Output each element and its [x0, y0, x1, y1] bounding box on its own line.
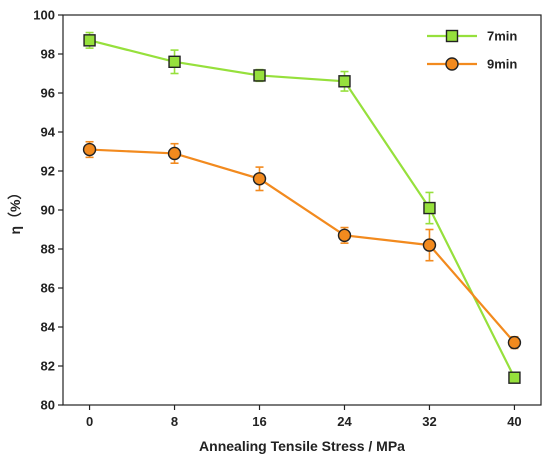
legend-label: 7min — [487, 29, 517, 44]
legend-marker-square — [445, 29, 459, 43]
y-axis-title: η（%） — [7, 186, 23, 235]
y-tick-label: 84 — [41, 320, 56, 335]
series-layer — [82, 31, 522, 384]
data-point — [82, 142, 97, 157]
y-tick-label: 96 — [41, 86, 55, 101]
y-tick-label: 90 — [41, 203, 55, 218]
y-tick-label: 86 — [41, 281, 55, 296]
x-axis-title: Annealing Tensile Stress / MPa — [199, 438, 405, 454]
data-point — [83, 34, 96, 47]
x-tick-label: 32 — [422, 414, 436, 429]
x-tick-label: 40 — [507, 414, 521, 429]
data-point — [167, 146, 182, 161]
legend-marker-circle — [445, 57, 459, 71]
y-tick-label: 94 — [41, 125, 56, 140]
data-point — [508, 371, 521, 384]
data-point — [252, 172, 267, 186]
x-tick-label: 0 — [86, 414, 93, 429]
data-point — [423, 201, 436, 215]
legend: 7min 9min — [427, 29, 517, 72]
series-line — [89, 148, 516, 344]
legend-item-0: 7min — [427, 29, 517, 44]
y-tick-label: 98 — [41, 47, 55, 62]
data-point — [168, 55, 181, 68]
series-1 — [82, 140, 522, 350]
x-tick-label: 24 — [337, 414, 352, 429]
y-tick-label: 80 — [41, 398, 55, 413]
data-point — [337, 228, 352, 243]
y-tick-label: 100 — [33, 8, 55, 23]
data-point — [338, 75, 351, 88]
x-tick-label: 8 — [171, 414, 178, 429]
axes-layer: 0 8 16 24 32 40 80 82 84 86 88 90 92 94 96 98 100 — [33, 8, 521, 430]
y-tick-label: 88 — [41, 242, 55, 257]
series-0 — [83, 31, 521, 384]
x-tick-label: 16 — [252, 414, 266, 429]
data-point — [507, 335, 522, 350]
legend-item-1: 9min — [427, 57, 517, 72]
y-tick-label: 82 — [41, 359, 55, 374]
legend-label: 9min — [487, 57, 517, 72]
data-point — [422, 238, 437, 252]
y-tick-label: 92 — [41, 164, 55, 179]
plot-frame — [62, 14, 542, 406]
data-point — [253, 69, 266, 82]
series-line — [89, 39, 516, 379]
